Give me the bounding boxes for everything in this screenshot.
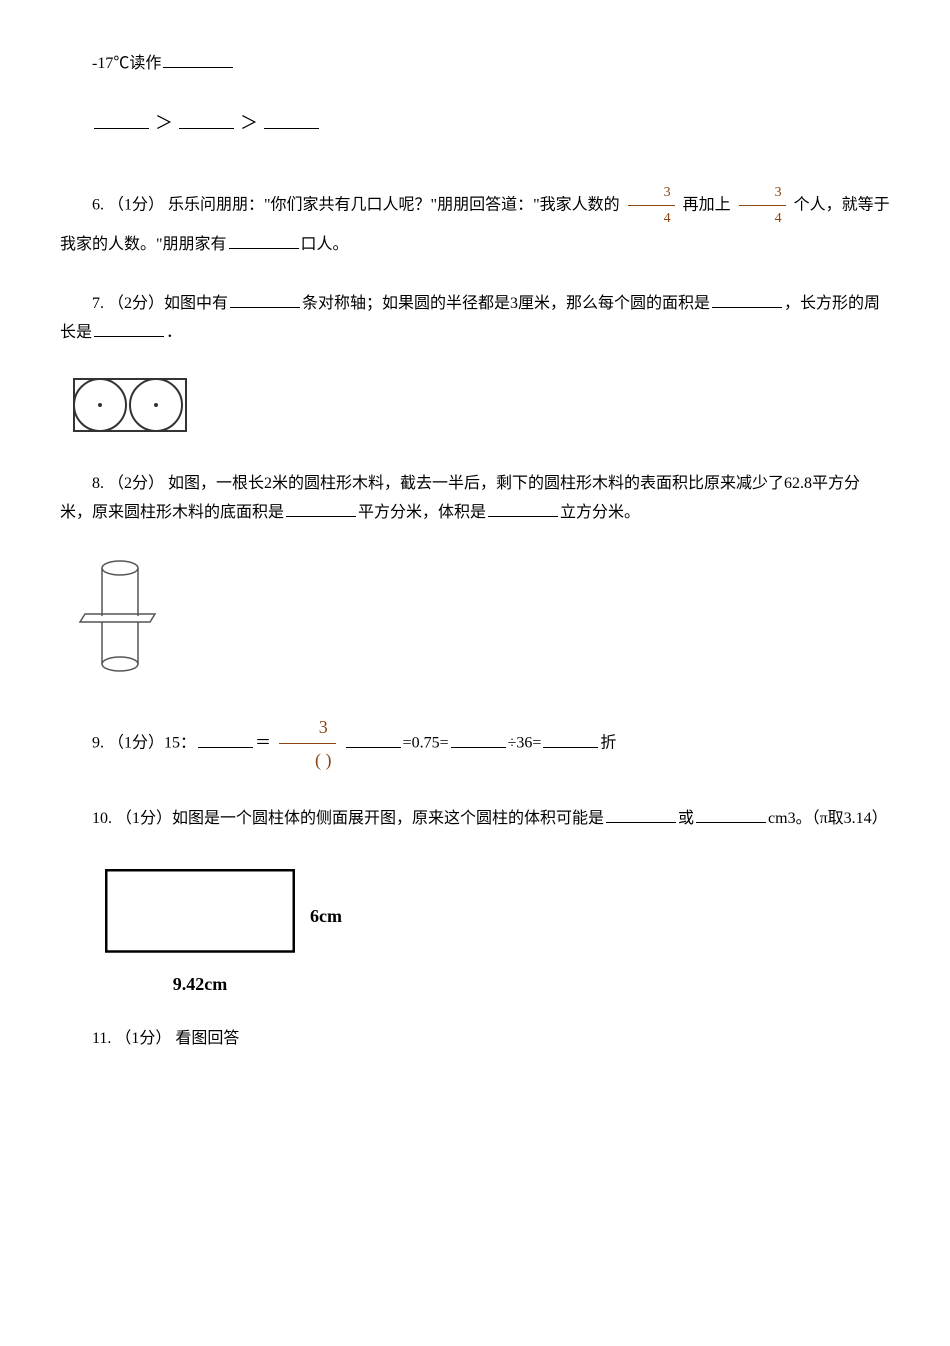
q7-text4: ．	[166, 324, 182, 341]
q6-frac1: 34	[628, 180, 675, 231]
q7-blank2	[712, 292, 782, 308]
q5-gt1: ＞	[155, 113, 173, 133]
q6-text2: 再加上	[679, 196, 735, 213]
q6-frac2-den: 4	[739, 206, 786, 231]
q11-points: （1分）	[115, 1030, 171, 1047]
q10-line: 10. （1分）如图是一个圆柱体的侧面展开图，原来这个圆柱的体积可能是 或 cm3。…	[60, 805, 890, 834]
q8-line: 8. （2分） 如图，一根长2米的圆柱形木料，截去一半后，剩下的圆柱形木料的表面…	[60, 470, 890, 528]
q11-num: 11.	[92, 1030, 111, 1047]
q6-num: 6.	[92, 196, 104, 213]
q10-blank1	[606, 807, 676, 823]
q8-num: 8.	[92, 475, 104, 492]
q7-blank1	[230, 292, 300, 308]
q9-text3	[340, 735, 344, 752]
q5-line1: -17℃读作	[60, 50, 890, 79]
q8-svg	[70, 556, 170, 676]
q7-svg	[70, 375, 190, 435]
q7-dot2	[154, 403, 158, 407]
q9-blank1	[198, 732, 253, 748]
q9-text5: ÷36=	[508, 735, 542, 752]
q9-num: 9.	[92, 735, 104, 752]
q7-figure	[70, 375, 890, 440]
q6-text4: 口人。	[301, 236, 349, 253]
q5-gt2: ＞	[240, 113, 258, 133]
q10-text3: cm3。（π取3.14）	[768, 810, 888, 827]
q10-points: （1分）	[116, 810, 172, 827]
q9-points: （1分）	[108, 735, 164, 752]
q5-blank1	[163, 52, 233, 68]
q7-dot1	[98, 403, 102, 407]
q9-frac-num: 3	[279, 711, 336, 744]
q8-blank2	[488, 501, 558, 517]
q6-frac1-num: 3	[628, 180, 675, 206]
q10-text2: 或	[678, 810, 694, 827]
q9-text6: 折	[600, 735, 616, 752]
q8-text3: 立方分米。	[560, 504, 640, 521]
q9-blank2	[346, 732, 401, 748]
q9-frac: 3( )	[279, 711, 336, 777]
q9-text1: 15：	[164, 735, 196, 752]
q8-points: （2分）	[108, 475, 164, 492]
q10-rect	[106, 870, 294, 951]
q11-line: 11. （1分） 看图回答	[60, 1025, 890, 1054]
q8-figure	[70, 556, 890, 681]
q10-label-right: 6cm	[310, 906, 342, 927]
q9-blank3	[451, 732, 506, 748]
q7-line: 7. （2分）如图中有条对称轴；如果圆的半径都是3厘米，那么每个圆的面积是，长方…	[60, 290, 890, 348]
q5-text: -17℃读作	[92, 55, 161, 72]
q9-blank4	[543, 732, 598, 748]
q6-frac1-den: 4	[628, 206, 675, 231]
q7-text1: 如图中有	[164, 295, 228, 312]
q10-num: 10.	[92, 810, 112, 827]
q6-frac2: 34	[739, 180, 786, 231]
q8-blank1	[286, 501, 356, 517]
q7-num: 7.	[92, 295, 104, 312]
q8-text2: 平方分米，体积是	[358, 504, 486, 521]
q7-points: （2分）	[108, 295, 164, 312]
q7-text2: 条对称轴；如果圆的半径都是3厘米，那么每个圆的面积是	[302, 295, 710, 312]
q9-text2: ＝	[255, 735, 275, 752]
q10-svg	[100, 864, 300, 964]
q10-text1: 如图是一个圆柱体的侧面展开图，原来这个圆柱的体积可能是	[172, 810, 604, 827]
q8-plate	[80, 614, 155, 622]
q6-blank	[229, 233, 299, 249]
q11-text: 看图回答	[171, 1030, 239, 1047]
q9-line: 9. （1分）15： ＝ 3( ) =0.75= ÷36= 折	[60, 711, 890, 777]
q5-blank-a	[94, 113, 149, 129]
q6-points: （1分）	[108, 196, 164, 213]
q5-blank-c	[264, 113, 319, 129]
q10-label-bottom: 9.42cm	[100, 974, 300, 995]
q9-text4: =0.75=	[403, 735, 449, 752]
q10-figure: 9.42cm 6cm	[100, 864, 890, 995]
q6-line: 6. （1分） 乐乐问朋朋："你们家共有几口人呢？"朋朋回答道："我家人数的 3…	[60, 180, 890, 260]
q8-bottom-ellipse	[102, 657, 138, 671]
q8-top-ellipse	[102, 561, 138, 575]
q7-blank3	[94, 321, 164, 337]
q6-text1: 乐乐问朋朋："你们家共有几口人呢？"朋朋回答道："我家人数的	[164, 196, 624, 213]
q5-blank-b	[179, 113, 234, 129]
q9-frac-den: ( )	[279, 744, 336, 776]
q6-frac2-num: 3	[739, 180, 786, 206]
q5-line2: ＞＞	[60, 107, 890, 140]
q10-blank2	[696, 807, 766, 823]
